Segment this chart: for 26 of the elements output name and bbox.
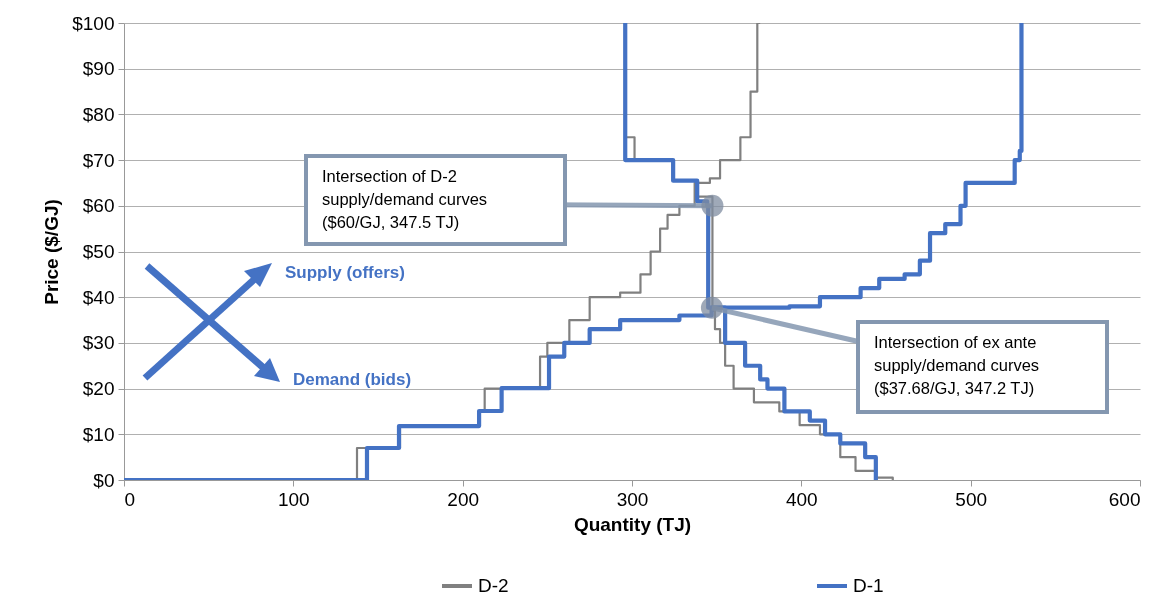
x-tick-label: 0 <box>124 488 136 510</box>
x-tick-label: 200 <box>447 488 480 510</box>
annotation: Supply (offers) <box>285 263 405 282</box>
x-tick-label: 300 <box>616 488 649 510</box>
y-tick-label: $40 <box>82 286 115 308</box>
x-tick-label: 100 <box>277 488 310 510</box>
y-tick-label: $10 <box>82 423 115 445</box>
y-axis-title: Price ($/GJ) <box>41 199 63 305</box>
y-tick-label: $100 <box>72 12 115 34</box>
annotation: Demand (bids) <box>293 370 412 389</box>
y-tick-label: $0 <box>93 469 115 491</box>
y-tick-label: $20 <box>82 378 115 400</box>
y-tick-label: $70 <box>82 149 115 171</box>
x-tick-label: 600 <box>1108 488 1141 510</box>
y-tick-label: $50 <box>82 241 115 262</box>
y-tick-label: $80 <box>82 103 115 125</box>
y-tick-label: $30 <box>82 332 115 354</box>
annotation: Intersection of D-2 supply/demand curves ($60/GJ, 347.5 TJ) <box>322 167 488 231</box>
x-tick-label: 500 <box>955 488 988 510</box>
annotation: Intersection of ex ante supply/demand curves ($37.68/GJ, 347.2 TJ) <box>874 333 1040 397</box>
y-tick-label: $90 <box>82 58 115 80</box>
legend-label: D-2 <box>478 575 509 596</box>
y-tick-label: $60 <box>82 195 115 217</box>
x-tick-label: 400 <box>785 488 818 510</box>
legend-label: D-1 <box>853 575 884 596</box>
x-axis-title: Quantity (TJ) <box>573 513 692 535</box>
